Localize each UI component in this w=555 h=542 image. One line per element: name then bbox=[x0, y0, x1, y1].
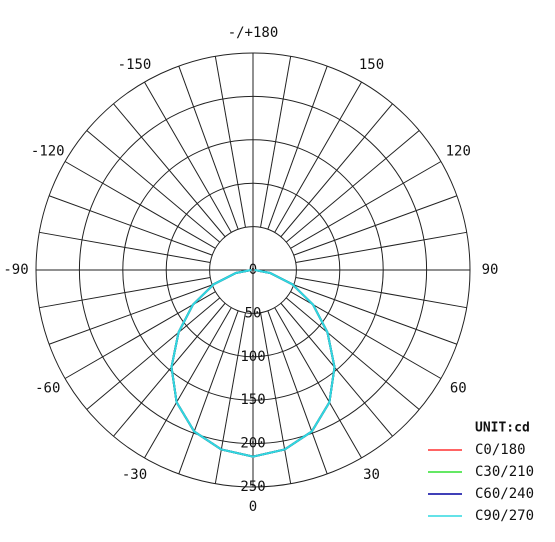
angle-tick-label: 150 bbox=[359, 57, 384, 73]
legend-label: C30/210 bbox=[475, 464, 534, 480]
angle-tick-label: 60 bbox=[450, 381, 467, 397]
r-tick-label: 150 bbox=[240, 392, 265, 408]
angle-tick-label: -120 bbox=[31, 144, 65, 160]
grid-spoke bbox=[144, 307, 232, 459]
angle-tick-label: -30 bbox=[122, 467, 147, 483]
r-tick-label: 50 bbox=[245, 305, 262, 321]
grid-spoke bbox=[267, 310, 328, 475]
grid-spoke bbox=[178, 310, 239, 475]
grid-spoke bbox=[295, 277, 467, 309]
legend-label: C90/270 bbox=[475, 508, 534, 524]
legend-label: C60/240 bbox=[475, 486, 534, 502]
grid-spoke bbox=[260, 56, 292, 228]
angle-tick-label: 0 bbox=[249, 499, 257, 515]
grid-spoke bbox=[39, 277, 211, 309]
intensity-curve bbox=[170, 269, 336, 458]
r-tick-label: 0 bbox=[249, 262, 257, 278]
angle-tick-label: -150 bbox=[118, 57, 152, 73]
legend-label: C0/180 bbox=[475, 442, 526, 458]
angle-tick-label: -90 bbox=[3, 262, 28, 278]
grid-spoke bbox=[86, 130, 221, 243]
grid-spoke bbox=[214, 312, 246, 484]
grid-spoke bbox=[64, 291, 216, 379]
angle-tick-label: 120 bbox=[446, 144, 471, 160]
r-tick-label: 250 bbox=[240, 479, 265, 495]
grid-spoke bbox=[285, 130, 420, 243]
grid-spoke bbox=[178, 65, 239, 230]
grid-spoke bbox=[293, 195, 458, 256]
grid-spoke bbox=[295, 231, 467, 263]
angle-tick-label: -60 bbox=[35, 381, 60, 397]
grid-spoke bbox=[290, 161, 442, 249]
grid-spoke bbox=[113, 302, 226, 437]
angle-tick-label: 90 bbox=[482, 262, 499, 278]
grid-spoke bbox=[48, 284, 213, 345]
grid-spoke bbox=[293, 284, 458, 345]
grid-spoke bbox=[280, 103, 393, 238]
angle-tick-label: -/+180 bbox=[228, 25, 279, 41]
grid-spoke bbox=[39, 231, 211, 263]
grid-spoke bbox=[280, 302, 393, 437]
grid-spoke bbox=[144, 81, 232, 233]
grid-spoke bbox=[48, 195, 213, 256]
grid-spoke bbox=[64, 161, 216, 249]
angle-tick-label: 30 bbox=[363, 467, 380, 483]
grid-spoke bbox=[260, 312, 292, 484]
grid-spoke bbox=[274, 81, 362, 233]
legend-title: UNIT:cd bbox=[475, 421, 530, 436]
r-tick-label: 100 bbox=[240, 349, 265, 365]
grid-spoke bbox=[274, 307, 362, 459]
grid-spoke bbox=[290, 291, 442, 379]
grid-spoke bbox=[113, 103, 226, 238]
grid-spoke bbox=[267, 65, 328, 230]
grid-spoke bbox=[285, 297, 420, 410]
grid-spoke bbox=[86, 297, 221, 410]
r-tick-label: 200 bbox=[240, 436, 265, 452]
grid-spoke bbox=[214, 56, 246, 228]
